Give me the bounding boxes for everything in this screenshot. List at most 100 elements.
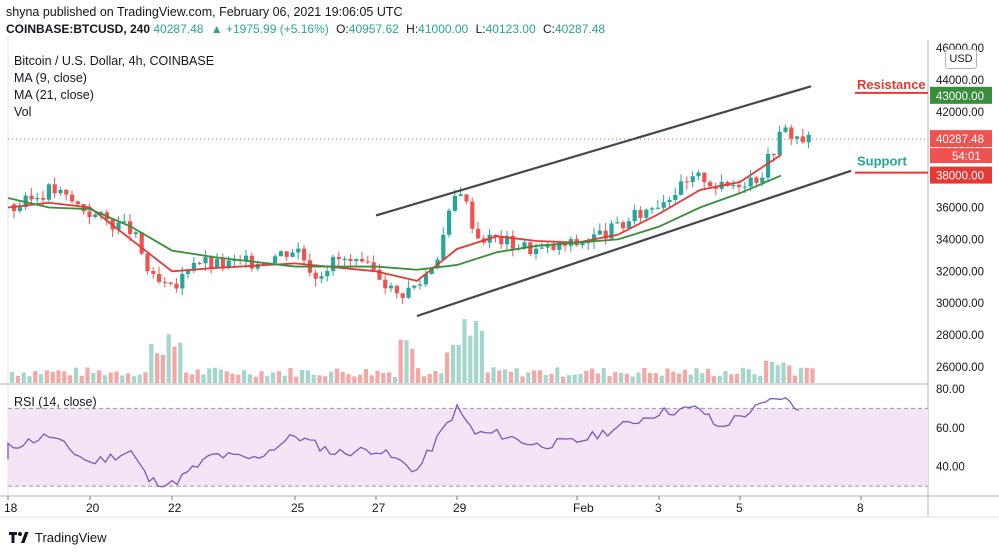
candle-body [412,285,417,288]
candle-body [476,228,481,239]
candle-body [186,270,191,274]
volume-bar [543,374,548,383]
volume-bar [479,330,484,383]
volume-bar [218,369,223,383]
candle-body [52,184,57,194]
volume-bar [340,372,345,383]
legend-ma21: MA (21, close) [14,88,94,102]
ma-line [7,174,782,271]
rsi-axis-tick-label: 80.00 [936,384,965,396]
legend-ma9: MA (9, close) [14,71,87,85]
volume-bar [97,370,102,383]
low-key: L: [475,22,486,36]
candle-body [638,210,643,218]
volume-bar [433,370,438,383]
candle-body [348,259,353,261]
candle-body [557,242,562,250]
volume-bar [787,365,792,383]
volume-bar [735,373,740,383]
candle-body [70,194,75,202]
footer-brand[interactable]: TradingView [8,529,107,545]
volume-bar [694,368,699,383]
volume-bar [68,375,73,383]
symbol-label: COINBASE:BTCUSD, 240 [6,22,151,36]
candle-body [458,194,463,196]
candle-body [331,257,336,272]
candle-body [470,201,475,229]
candle-body [302,248,307,261]
candle-body [499,237,504,245]
candle-body [708,182,713,187]
time-axis-tick-label: 22 [168,501,182,515]
candle-body [795,136,800,139]
volume-bar [740,367,745,383]
volume-bar [178,342,183,383]
candle-body [510,235,515,249]
candle-body [191,262,196,271]
candle-body [447,210,452,235]
volume-bar [358,374,363,383]
volume-bar [700,373,705,383]
candle-body [377,269,382,280]
volume-bar [653,373,658,383]
volume-bar [752,374,757,383]
price-axis-tick-label: 36000.00 [936,203,984,215]
volume-bar [474,320,479,383]
candle-body [162,281,167,283]
volume-bar [520,376,525,383]
candle-body [742,186,747,188]
volume-bar [253,376,258,383]
volume-bar [503,369,508,383]
price-axis-tick-label: 42000.00 [936,107,984,119]
time-axis-tick-label: Feb [573,501,594,515]
candle-body [551,244,556,250]
candle-body [93,214,98,217]
volume-bar [15,375,20,383]
resistance-annotation: Resistance [857,77,926,92]
time-axis-tick-label: 8 [857,501,864,515]
candle-body [580,243,585,246]
volume-bar [468,335,473,383]
candle-body [139,232,144,254]
volume-bar [764,360,769,383]
volume-bar [439,373,444,383]
volume-bar [410,349,415,383]
volume-bar [671,371,676,383]
countdown-tag: 54:01 [952,151,981,163]
volume-bar [445,352,450,383]
candle-body [151,271,156,274]
candle-body [261,263,266,265]
symbol-quote-line: COINBASE:BTCUSD, 240 40287.48 ▲ +1975.99… [6,22,605,36]
price-axis-tick-label: 26000.00 [936,362,984,374]
rsi-axis-tick-label: 60.00 [936,423,965,435]
candle-body [609,223,614,239]
volume-bar [758,375,763,383]
candle-body [325,271,330,277]
close-key: C: [543,22,555,36]
volume-bar [688,374,693,383]
volume-bar [27,376,32,383]
publish-info: shyna published on TradingView.com, Febr… [6,5,403,19]
candle-body [360,258,365,262]
volume-bar [595,373,600,383]
volume-bar [723,371,728,383]
candle-body [128,221,133,235]
candle-body [731,184,736,187]
volume-bar [514,368,519,383]
volume-bar [456,344,461,383]
volume-bar [613,372,618,383]
volume-bar [247,374,252,383]
volume-bar [311,374,316,383]
candle-body [597,230,602,235]
time-axis-tick-label: 3 [655,501,662,515]
high-value: 41000.00 [418,22,469,36]
volume-bar [155,353,160,383]
support-annotation: Support [857,154,907,169]
volume-bar [561,376,566,383]
rsi-legend: RSI (14, close) [14,395,97,409]
candle-body [365,261,370,263]
candle-body [626,221,631,229]
volume-bar [39,374,44,383]
currency-button[interactable]: USD [945,49,977,69]
